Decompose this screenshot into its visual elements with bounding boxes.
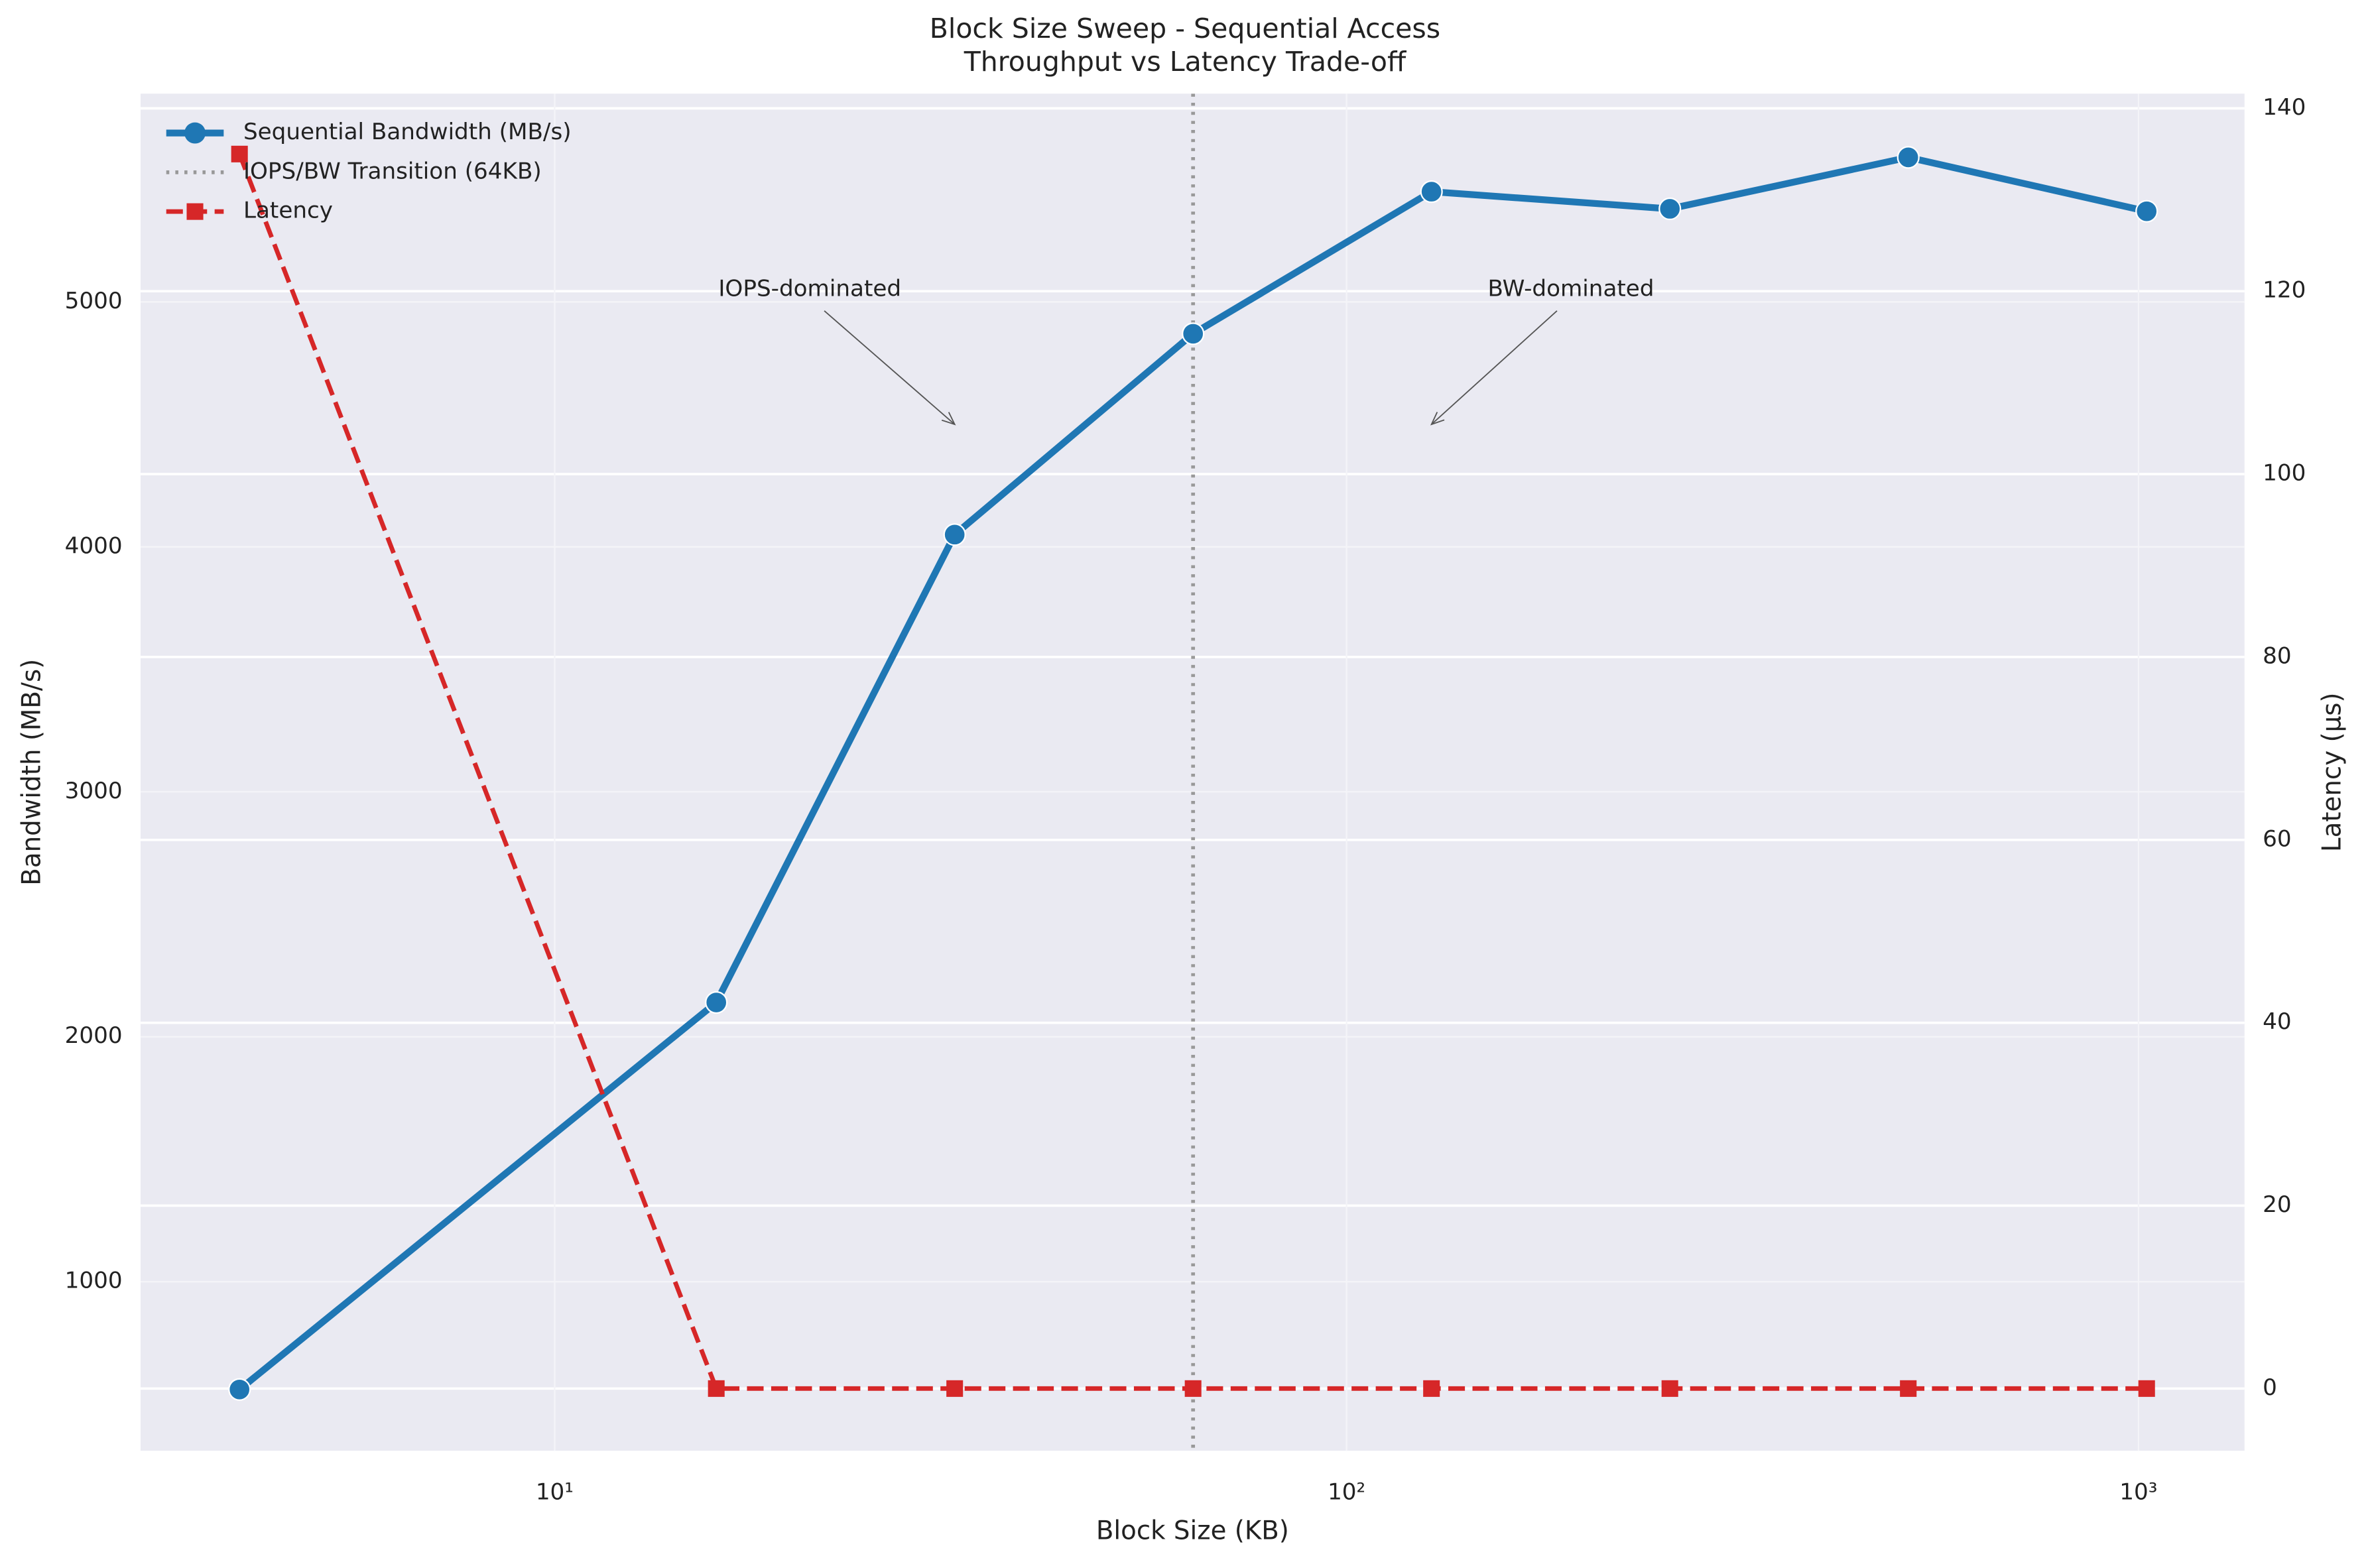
marker xyxy=(708,1380,725,1397)
marker xyxy=(1182,322,1205,345)
y-tick-label: 2000 xyxy=(65,1022,123,1049)
y-tick-label: 5000 xyxy=(65,288,123,314)
x-tick-label: 10¹ xyxy=(536,1478,574,1505)
marker xyxy=(1897,146,1920,169)
y2-tick-label: 20 xyxy=(2263,1191,2291,1218)
annotation-arrow xyxy=(1431,310,1558,425)
marker xyxy=(2135,200,2158,223)
annotation: IOPS-dominated xyxy=(718,275,901,302)
arrow-head xyxy=(941,412,956,426)
y2-tick-label: 80 xyxy=(2263,642,2291,669)
x-tick-label: 10³ xyxy=(2119,1478,2157,1505)
x-tick-label: 10² xyxy=(1328,1478,1365,1505)
marker xyxy=(943,523,966,546)
y-tick-label: 4000 xyxy=(65,532,123,559)
y2-tick-label: 0 xyxy=(2263,1374,2277,1401)
marker xyxy=(1184,1380,1202,1397)
legend-label: IOPS/BW Transition (64KB) xyxy=(243,158,542,184)
legend-marker xyxy=(184,122,206,144)
y2-tick-label: 120 xyxy=(2263,277,2306,304)
y2-tick-label: 100 xyxy=(2263,460,2306,487)
chart-title: Block Size Sweep - Sequential Access Thr… xyxy=(929,13,1441,79)
marker xyxy=(946,1380,964,1397)
arrow-head xyxy=(1430,412,1445,426)
y-tick-label: 1000 xyxy=(65,1268,123,1294)
marker xyxy=(231,145,248,162)
y2-tick-label: 60 xyxy=(2263,825,2291,852)
marker xyxy=(2138,1380,2155,1397)
x-axis-label: Block Size (KB) xyxy=(1096,1516,1289,1546)
plot-area xyxy=(140,93,2245,1451)
marker xyxy=(705,991,728,1014)
annotation: BW-dominated xyxy=(1487,275,1654,302)
series-line xyxy=(237,154,2148,1392)
y2-tick-label: 40 xyxy=(2263,1008,2291,1035)
marker xyxy=(1661,1380,1678,1397)
y-tick-label: 3000 xyxy=(65,778,123,804)
legend-marker xyxy=(186,203,204,220)
marker xyxy=(1420,180,1443,204)
y-axis-label: Bandwidth (MB/s) xyxy=(17,659,47,886)
annotation-arrow xyxy=(824,310,956,425)
marker xyxy=(1423,1380,1440,1397)
series-line xyxy=(237,153,2147,1391)
marker xyxy=(228,1378,251,1401)
y2-tick-label: 140 xyxy=(2263,94,2306,121)
marker xyxy=(1658,197,1682,221)
legend-label: Latency xyxy=(243,198,333,224)
y2-axis-label: Latency (µs) xyxy=(2318,692,2347,851)
marker xyxy=(1900,1380,1917,1397)
legend-label: Sequential Bandwidth (MB/s) xyxy=(243,119,572,145)
